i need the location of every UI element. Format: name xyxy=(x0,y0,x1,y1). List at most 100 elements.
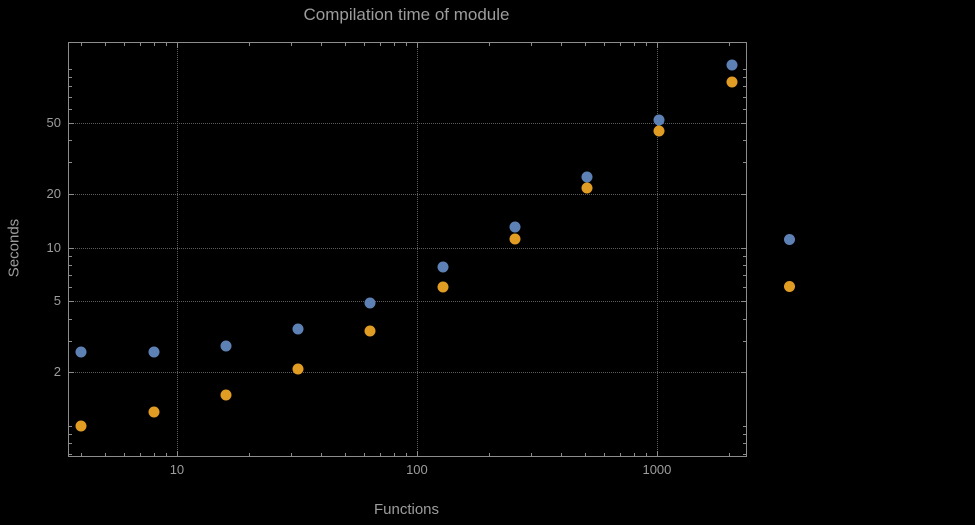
y-minor-tick xyxy=(69,108,72,110)
data-point-series-1 xyxy=(437,261,449,273)
y-minor-tick xyxy=(69,255,72,257)
x-minor-tick xyxy=(393,453,395,456)
x-minor-tick xyxy=(619,453,621,456)
y-gridline xyxy=(69,301,746,303)
x-minor-tick xyxy=(584,453,586,456)
y-minor-tick xyxy=(743,318,746,320)
x-gridline xyxy=(656,43,658,456)
y-minor-tick xyxy=(743,443,746,445)
data-point-series-2 xyxy=(437,281,449,293)
legend-marker-series-1 xyxy=(784,234,795,245)
x-minor-tick xyxy=(123,453,125,456)
x-minor-tick xyxy=(645,43,647,46)
x-minor-tick xyxy=(363,43,365,46)
x-minor-tick xyxy=(489,453,491,456)
data-point-series-2 xyxy=(75,420,87,432)
y-minor-tick xyxy=(69,453,72,455)
y-minor-tick xyxy=(69,426,72,428)
y-minor-tick xyxy=(743,264,746,266)
y-major-tick xyxy=(69,372,74,374)
y-minor-tick xyxy=(743,162,746,164)
y-minor-tick xyxy=(69,434,72,436)
y-minor-tick xyxy=(743,340,746,342)
x-minor-tick xyxy=(291,453,293,456)
x-minor-tick xyxy=(393,43,395,46)
x-major-tick xyxy=(416,43,418,48)
x-minor-tick xyxy=(729,453,731,456)
y-minor-tick xyxy=(69,69,72,71)
y-minor-tick xyxy=(69,318,72,320)
y-major-tick xyxy=(69,193,74,195)
y-minor-tick xyxy=(69,162,72,164)
y-major-tick xyxy=(69,301,74,303)
x-minor-tick xyxy=(321,43,323,46)
y-minor-tick xyxy=(69,86,72,88)
y-minor-tick xyxy=(743,140,746,142)
y-gridline xyxy=(69,122,746,124)
x-minor-tick xyxy=(123,43,125,46)
data-point-series-2 xyxy=(148,406,160,418)
y-major-tick xyxy=(741,301,746,303)
y-major-tick xyxy=(741,247,746,249)
data-point-series-2 xyxy=(220,389,232,401)
x-tick-label: 1000 xyxy=(642,462,672,477)
x-minor-tick xyxy=(489,43,491,46)
legend-marker-series-2 xyxy=(784,281,795,292)
x-minor-tick xyxy=(139,453,141,456)
y-minor-tick xyxy=(743,96,746,98)
x-major-tick xyxy=(176,43,178,48)
y-minor-tick xyxy=(743,255,746,257)
x-minor-tick xyxy=(729,43,731,46)
x-minor-tick xyxy=(531,43,533,46)
x-minor-tick xyxy=(153,453,155,456)
data-point-series-2 xyxy=(581,182,593,194)
data-point-series-1 xyxy=(148,346,160,358)
y-minor-tick xyxy=(743,453,746,455)
x-minor-tick xyxy=(633,453,635,456)
data-point-series-1 xyxy=(220,340,232,352)
x-minor-tick xyxy=(379,43,381,46)
x-major-tick xyxy=(656,43,658,48)
x-minor-tick xyxy=(603,453,605,456)
y-tick-label: 50 xyxy=(46,114,61,130)
y-minor-tick xyxy=(69,96,72,98)
x-minor-tick xyxy=(633,43,635,46)
x-minor-tick xyxy=(561,43,563,46)
y-minor-tick xyxy=(743,434,746,436)
x-axis-label: Functions xyxy=(373,501,440,518)
data-point-series-1 xyxy=(581,171,593,183)
y-minor-tick xyxy=(69,264,72,266)
x-major-tick xyxy=(656,451,658,456)
y-gridline xyxy=(69,247,746,249)
x-minor-tick xyxy=(165,453,167,456)
x-minor-tick xyxy=(249,453,251,456)
x-gridline xyxy=(176,43,178,456)
x-minor-tick xyxy=(405,43,407,46)
x-minor-tick xyxy=(81,43,83,46)
y-minor-tick xyxy=(743,287,746,289)
y-minor-tick xyxy=(69,275,72,277)
x-minor-tick xyxy=(104,453,106,456)
y-minor-tick xyxy=(69,287,72,289)
y-tick-label: 10 xyxy=(46,239,61,255)
y-minor-tick xyxy=(69,443,72,445)
y-minor-tick xyxy=(743,77,746,79)
data-point-series-2 xyxy=(726,76,738,88)
y-minor-tick xyxy=(743,275,746,277)
data-point-series-1 xyxy=(292,323,304,335)
x-minor-tick xyxy=(405,453,407,456)
y-minor-tick xyxy=(743,108,746,110)
x-minor-tick xyxy=(153,43,155,46)
legend xyxy=(784,234,796,294)
chart-title: Compilation time of module xyxy=(303,5,510,24)
x-minor-tick xyxy=(321,453,323,456)
y-major-tick xyxy=(69,122,74,124)
y-minor-tick xyxy=(743,69,746,71)
y-axis-label: Seconds xyxy=(5,218,23,278)
y-gridline xyxy=(69,372,746,374)
y-major-tick xyxy=(741,122,746,124)
y-minor-tick xyxy=(69,140,72,142)
x-minor-tick xyxy=(561,453,563,456)
x-minor-tick xyxy=(379,453,381,456)
